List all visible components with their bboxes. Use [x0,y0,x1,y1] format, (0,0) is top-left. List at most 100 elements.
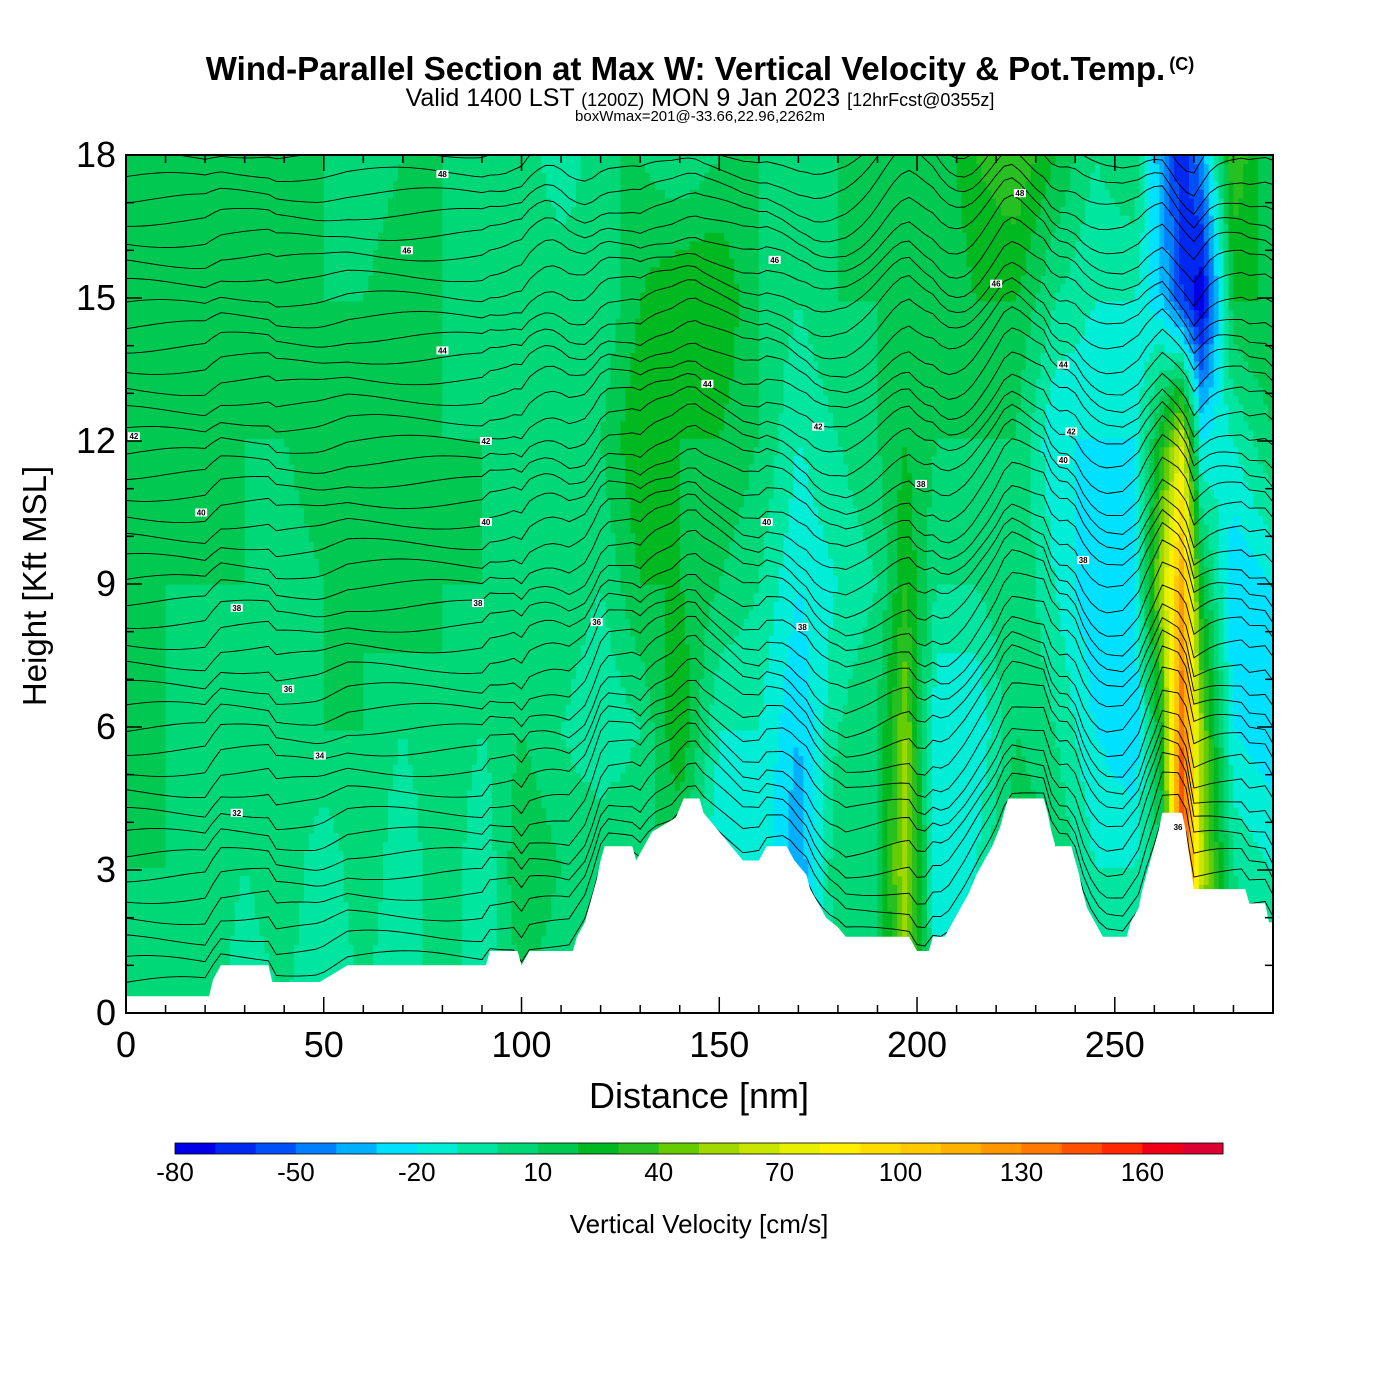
w-cell [225,841,231,850]
w-cell [304,953,310,962]
w-cell [314,936,320,945]
w-cell [136,404,142,413]
w-cell [146,867,152,876]
w-cell [200,944,206,953]
w-cell [190,756,196,765]
w-cell [235,670,241,679]
w-cell [171,584,177,593]
w-cell [240,644,246,653]
w-cell [171,927,177,936]
w-cell [136,601,142,610]
w-cell [225,713,231,722]
w-cell [156,876,162,885]
w-cell [339,919,345,928]
w-cell [136,764,142,773]
w-cell [190,601,196,610]
w-cell [314,618,320,627]
w-cell [136,859,142,868]
w-cell [353,473,359,482]
w-cell [260,713,266,722]
w-cell [190,781,196,790]
w-cell [166,361,172,370]
w-cell [264,876,270,885]
w-cell [175,850,181,859]
w-cell [255,781,261,790]
w-cell [358,610,364,619]
w-cell [161,533,167,542]
w-cell [358,927,364,936]
w-cell [358,412,364,421]
w-cell [279,884,285,893]
w-cell [151,841,157,850]
w-cell [175,558,181,567]
w-cell [220,678,226,687]
w-cell [309,721,315,730]
w-cell [235,747,241,756]
w-cell [250,395,256,404]
w-cell [230,550,236,559]
w-cell [309,258,315,267]
w-cell [141,661,147,670]
w-cell [329,678,335,687]
w-cell [161,335,167,344]
w-cell [299,498,305,507]
w-cell [210,713,216,722]
w-cell [146,327,152,336]
w-cell [353,713,359,722]
w-cell [205,181,211,190]
w-cell [309,575,315,584]
w-cell [230,558,236,567]
w-cell [230,738,236,747]
w-cell [131,464,137,473]
w-cell [180,558,186,567]
w-cell [264,936,270,945]
w-cell [215,198,221,207]
w-cell [264,370,270,379]
w-cell [250,953,256,962]
w-cell [230,687,236,696]
w-cell [264,927,270,936]
w-cell [349,738,355,747]
w-cell [210,275,216,284]
w-cell [151,713,157,722]
w-cell [363,567,369,576]
w-cell [250,189,256,198]
w-cell [304,893,310,902]
w-cell [205,198,211,207]
w-cell [363,936,369,945]
w-cell [264,919,270,928]
w-cell [245,696,251,705]
w-cell [250,464,256,473]
w-cell [131,378,137,387]
w-cell [180,610,186,619]
w-cell [230,884,236,893]
w-cell [205,867,211,876]
w-cell [264,575,270,584]
w-cell [146,189,152,198]
w-cell [230,661,236,670]
w-cell [225,927,231,936]
w-cell [225,490,231,499]
w-cell [141,653,147,662]
w-cell [156,198,162,207]
w-cell [349,515,355,524]
w-cell [136,944,142,953]
w-cell [289,498,295,507]
w-cell [319,902,325,911]
w-cell [279,936,285,945]
w-cell [240,910,246,919]
w-cell [175,421,181,430]
w-cell [279,412,285,421]
w-cell [353,370,359,379]
w-cell [146,164,152,173]
w-cell [220,464,226,473]
w-cell [190,524,196,533]
w-cell [339,327,345,336]
w-cell [141,335,147,344]
w-cell [339,841,345,850]
w-cell [171,867,177,876]
w-cell [299,318,305,327]
w-cell [314,541,320,550]
w-cell [225,498,231,507]
w-cell [299,687,305,696]
